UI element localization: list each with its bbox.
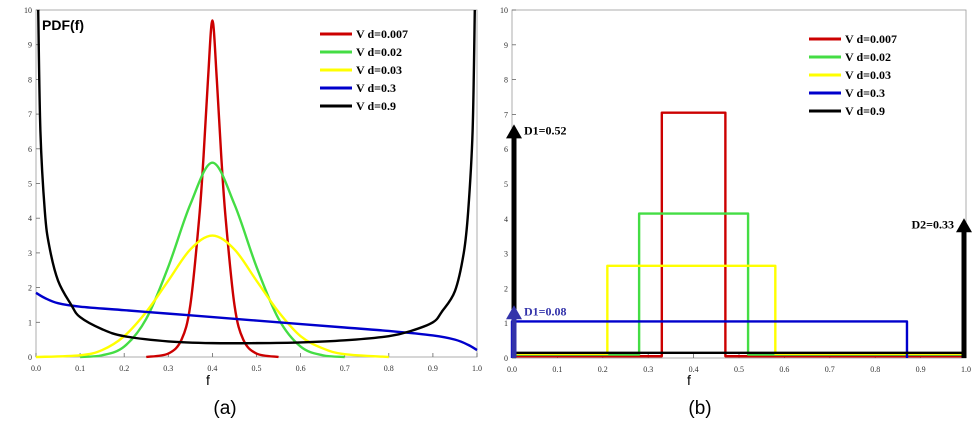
series-line	[512, 212, 966, 356]
series-line	[35, 234, 389, 359]
x-tick-label: 0.7	[825, 365, 835, 374]
x-tick-label: 0.8	[870, 365, 880, 374]
x-tick-label: 0.0	[507, 365, 517, 374]
x-tick-label: 0.8	[384, 364, 394, 373]
x-tick-label: 0.6	[296, 364, 306, 373]
y-tick-label: 2	[504, 284, 508, 293]
x-tick-label: 0.2	[598, 365, 608, 374]
y-tick-label: 9	[504, 41, 508, 50]
y-tick-label: 4	[504, 215, 508, 224]
y-tick-label: 8	[28, 75, 32, 84]
x-tick-label: 0.3	[643, 365, 653, 374]
panel-caption: (b)	[688, 398, 711, 419]
series-line	[512, 111, 966, 358]
legend-entry: V d=0.9	[845, 104, 885, 118]
y-tick-label: 5	[28, 180, 32, 189]
series-line	[37, 9, 476, 345]
x-tick-label: 0.6	[779, 365, 789, 374]
x-tick-label: 0.9	[916, 365, 926, 374]
y-tick-label: 2	[28, 284, 32, 293]
y-tick-label: 9	[28, 41, 32, 50]
x-tick-label: 0.3	[163, 364, 173, 373]
legend-entry: V d=0.007	[356, 27, 408, 41]
x-tick-label: 0.7	[340, 364, 350, 373]
series-line	[146, 19, 279, 359]
x-tick-label: 0.5	[252, 364, 262, 373]
panel-a-chart: 0 1 2 3 4 5 6 7 8 9 10 0.0 0.1 0.2 0.3 0.4 0.5 0.6 0.7 0.8 0…	[24, 6, 482, 419]
x-axis-label: f	[687, 372, 691, 388]
legend-entry: V d=0.007	[845, 32, 897, 46]
x-tick-label: 1.0	[961, 365, 971, 374]
y-tick-label: 3	[28, 249, 32, 258]
panel-b-chart: 0 1 2 3 4 5 6 7 8 9 10 0.0 0.1 0.2 0.3 0.4 0.5 0.6 0.7 0.8 0…	[500, 6, 972, 419]
legend-entry: V d=0.02	[356, 45, 402, 59]
x-tick-label: 0.0	[31, 364, 41, 373]
series-line	[512, 264, 966, 356]
legend-entry: V d=0.9	[356, 99, 396, 113]
x-tick-label: 0.5	[734, 365, 744, 374]
series-line	[80, 161, 345, 359]
delta-arrow-label: D1=0.08	[524, 304, 567, 318]
x-tick-label: 0.4	[207, 364, 217, 373]
legend-entry: V d=0.03	[845, 68, 891, 82]
panel-caption: (a)	[213, 398, 236, 419]
delta-arrow-label: D2=0.33	[911, 217, 954, 231]
y-tick-label: 0	[504, 354, 508, 363]
delta-arrow-head	[506, 124, 522, 139]
y-tick-label: 10	[500, 6, 508, 15]
y-tick-label: 1	[28, 318, 32, 327]
y-tick-label: 6	[28, 145, 32, 154]
y-tick-label: 1	[504, 319, 508, 328]
plot-frame	[511, 9, 967, 359]
y-tick-label: 7	[504, 110, 508, 119]
y-tick-label: 8	[504, 76, 508, 85]
y-tick-label: 6	[504, 145, 508, 154]
y-tick-label: 5	[504, 180, 508, 189]
y-axis-label: PDF(f)	[42, 17, 84, 33]
series-line	[35, 291, 478, 352]
delta-arrow-shaft	[511, 136, 517, 358]
y-tick-label: 7	[28, 110, 32, 119]
delta-arrow-label: D1=0.52	[524, 123, 567, 137]
legend-entry: V d=0.03	[356, 63, 402, 77]
y-tick-label: 4	[28, 214, 32, 223]
legend-entry: V d=0.02	[845, 50, 891, 64]
delta-arrow-head	[956, 218, 972, 233]
x-tick-label: 0.1	[75, 364, 85, 373]
x-tick-label: 0.4	[689, 365, 699, 374]
plot-frame	[35, 9, 478, 358]
y-tick-label: 10	[24, 6, 32, 15]
x-tick-label: 0.2	[119, 364, 129, 373]
legend-entry: V d=0.3	[356, 81, 396, 95]
y-tick-label: 0	[28, 353, 32, 362]
x-tick-label: 0.9	[428, 364, 438, 373]
x-tick-label: 0.1	[552, 365, 562, 374]
delta-arrow-shaft	[511, 317, 517, 358]
delta-arrow-head	[506, 305, 522, 320]
x-tick-label: 1.0	[472, 364, 482, 373]
legend-entry: V d=0.3	[845, 86, 885, 100]
x-axis-label: f	[206, 372, 210, 388]
y-tick-label: 3	[504, 250, 508, 259]
delta-arrow-shaft	[961, 230, 967, 358]
